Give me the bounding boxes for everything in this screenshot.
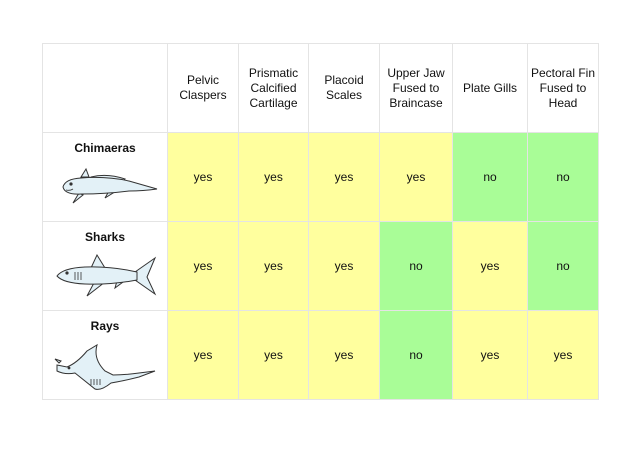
shark-icon xyxy=(56,253,157,297)
cell-chimaeras-pelvic-claspers: yes xyxy=(167,132,239,222)
cell-chimaeras-placoid-scales: yes xyxy=(308,132,380,222)
cell-rays-plate-gills: yes xyxy=(452,310,528,400)
row-header-sharks: Sharks xyxy=(42,221,168,311)
table-row-rays: Rays yes yes yes n xyxy=(42,310,599,400)
cell-rays-prismatic-calcified-cartilage: yes xyxy=(238,310,309,400)
chimaera-icon xyxy=(62,167,158,204)
column-header-prismatic-calcified-cartilage: Prismatic Calcified Cartilage xyxy=(238,43,309,133)
cell-chimaeras-plate-gills: no xyxy=(452,132,528,222)
cell-sharks-pectoral-fin-fused: no xyxy=(527,221,599,311)
ray-icon xyxy=(54,343,156,390)
row-header-chimaeras: Chimaeras xyxy=(42,132,168,222)
cell-sharks-placoid-scales: yes xyxy=(308,221,380,311)
column-header-plate-gills: Plate Gills xyxy=(452,43,528,133)
cell-rays-pelvic-claspers: yes xyxy=(167,310,239,400)
cell-sharks-plate-gills: yes xyxy=(452,221,528,311)
cell-chimaeras-pectoral-fin-fused: no xyxy=(527,132,599,222)
table-row-sharks: Sharks yes xyxy=(42,221,599,311)
column-header-pelvic-claspers: Pelvic Claspers xyxy=(167,43,239,133)
column-header-pectoral-fin-fused: Pectoral Fin Fused to Head xyxy=(527,43,599,133)
row-header-rays: Rays xyxy=(42,310,168,400)
cell-chimaeras-prismatic-calcified-cartilage: yes xyxy=(238,132,309,222)
cell-sharks-pelvic-claspers: yes xyxy=(167,221,239,311)
row-label-chimaeras: Chimaeras xyxy=(74,141,136,155)
cell-chimaeras-upper-jaw-fused: yes xyxy=(379,132,453,222)
table-row-chimaeras: Chimaeras yes yes yes yes no n xyxy=(42,132,599,222)
column-header-upper-jaw-fused: Upper Jaw Fused to Braincase xyxy=(379,43,453,133)
trait-comparison-table: Pelvic Claspers Prismatic Calcified Cart… xyxy=(42,43,599,400)
column-header-placoid-scales: Placoid Scales xyxy=(308,43,380,133)
header-row: Pelvic Claspers Prismatic Calcified Cart… xyxy=(42,43,599,133)
cell-rays-upper-jaw-fused: no xyxy=(379,310,453,400)
cell-sharks-upper-jaw-fused: no xyxy=(379,221,453,311)
cell-rays-pectoral-fin-fused: yes xyxy=(527,310,599,400)
row-label-sharks: Sharks xyxy=(84,230,126,244)
cell-sharks-prismatic-calcified-cartilage: yes xyxy=(238,221,309,311)
cell-rays-placoid-scales: yes xyxy=(308,310,380,400)
row-label-rays: Rays xyxy=(90,319,120,333)
corner-cell xyxy=(42,43,168,133)
